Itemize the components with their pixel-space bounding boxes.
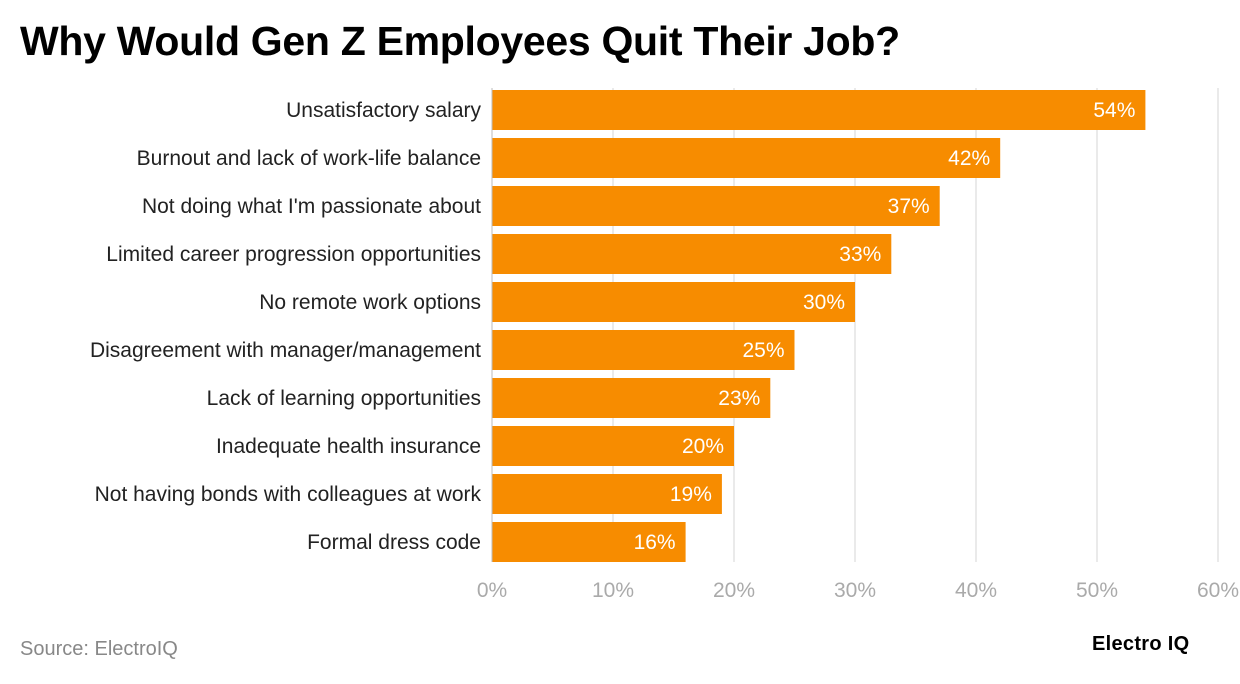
bar-value-label: 23% — [718, 387, 760, 410]
x-tick-label: 30% — [834, 579, 876, 602]
source-note: Source: ElectroIQ — [20, 638, 178, 660]
bar — [492, 522, 686, 562]
x-tick-label: 10% — [592, 579, 634, 602]
bar-value-label: 54% — [1093, 99, 1135, 122]
bar — [492, 282, 855, 322]
bar — [492, 378, 771, 418]
x-tick-label: 40% — [955, 579, 997, 602]
category-label: Disagreement with manager/management — [90, 339, 481, 362]
category-label: No remote work options — [259, 291, 481, 314]
bar — [492, 138, 1001, 178]
bar-value-label: 42% — [948, 147, 990, 170]
bar-value-label: 19% — [670, 483, 712, 506]
bar-value-label: 30% — [803, 291, 845, 314]
x-tick-label: 0% — [477, 579, 507, 602]
category-label: Limited career progression opportunities — [106, 243, 481, 266]
category-label: Burnout and lack of work-life balance — [137, 147, 481, 170]
bar-value-label: 33% — [839, 243, 881, 266]
bar — [492, 234, 892, 274]
category-label: Formal dress code — [307, 531, 481, 554]
bar — [492, 330, 795, 370]
bar-value-label: 37% — [888, 195, 930, 218]
brand-logo: Electro IQ — [1092, 633, 1190, 655]
category-label: Lack of learning opportunities — [207, 387, 481, 410]
bar — [492, 474, 722, 514]
x-tick-label: 60% — [1197, 579, 1239, 602]
x-tick-label: 20% — [713, 579, 755, 602]
category-label: Not having bonds with colleagues at work — [95, 483, 482, 506]
bar — [492, 90, 1146, 130]
bar-value-label: 25% — [742, 339, 784, 362]
category-label: Not doing what I'm passionate about — [142, 195, 481, 218]
x-tick-label: 50% — [1076, 579, 1118, 602]
category-label: Unsatisfactory salary — [286, 99, 481, 122]
bar-value-label: 16% — [634, 531, 676, 554]
bar-value-label: 20% — [682, 435, 724, 458]
bar — [492, 426, 734, 466]
chart-title: Why Would Gen Z Employees Quit Their Job… — [20, 18, 900, 64]
category-label: Inadequate health insurance — [216, 435, 481, 458]
bar — [492, 186, 940, 226]
